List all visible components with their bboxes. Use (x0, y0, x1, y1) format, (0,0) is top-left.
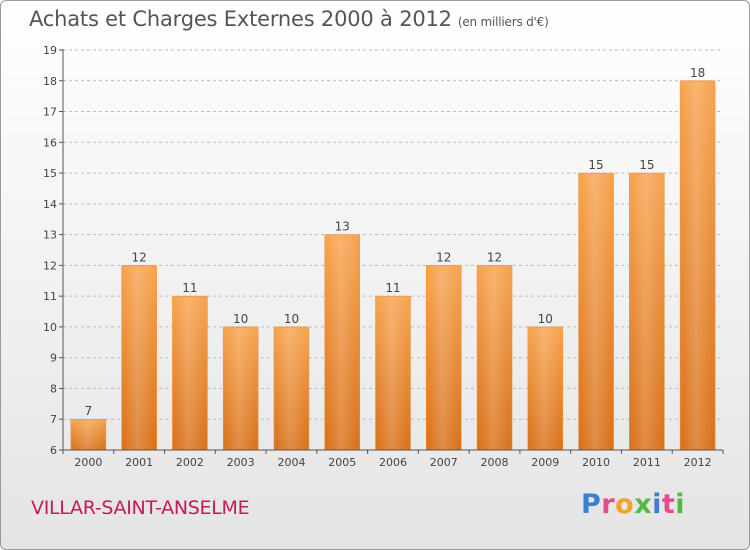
logo-letter: t (661, 489, 676, 520)
logo-letter: r (601, 489, 616, 520)
x-tick-label: 2005 (328, 456, 356, 469)
y-tick-label: 13 (43, 229, 57, 242)
logo-letter: o (615, 489, 635, 520)
x-tick-label: 2006 (379, 456, 407, 469)
logo-letter: x (634, 489, 653, 520)
bar-shine (73, 420, 103, 450)
x-tick-label: 2011 (633, 456, 661, 469)
logo-letter: i (652, 489, 662, 520)
bar-shine (683, 81, 713, 451)
y-tick-label: 14 (43, 198, 57, 211)
chart-title: Achats et Charges Externes 2000 à 2012 (e… (29, 7, 549, 31)
value-label: 7 (85, 404, 93, 418)
logo-letter: i (675, 489, 686, 520)
value-label: 12 (436, 250, 451, 264)
y-tick-label: 6 (50, 444, 57, 457)
bar-shine (480, 266, 510, 450)
x-tick-label: 2002 (176, 456, 204, 469)
chart-subtitle: (en milliers d'€) (457, 15, 549, 29)
value-label: 10 (538, 312, 553, 326)
value-label: 15 (588, 158, 603, 172)
y-tick-label: 17 (43, 106, 57, 119)
y-tick-label: 19 (43, 44, 57, 57)
bar-shine (581, 174, 611, 451)
y-tick-label: 12 (43, 259, 57, 272)
value-label: 10 (284, 312, 299, 326)
bar-shine (378, 297, 408, 450)
y-tick-label: 9 (50, 352, 57, 365)
value-label: 15 (639, 158, 654, 172)
x-tick-label: 2004 (277, 456, 305, 469)
x-tick-label: 2003 (227, 456, 255, 469)
bar-shine (530, 327, 560, 450)
y-tick-label: 7 (50, 413, 57, 426)
bars (70, 80, 716, 451)
y-tick-label: 8 (50, 382, 57, 395)
bar-shine (327, 235, 357, 450)
x-tick-label: 2001 (125, 456, 153, 469)
x-tick-label: 2010 (582, 456, 610, 469)
value-label: 18 (690, 66, 705, 80)
place-name: VILLAR-SAINT-ANSELME (31, 497, 250, 519)
value-label: 12 (132, 250, 147, 264)
value-label: 10 (233, 312, 248, 326)
bar-shine (124, 266, 154, 450)
value-label: 11 (385, 281, 400, 295)
x-tick-label: 2000 (74, 456, 102, 469)
y-axis: 6 7 8 9 10 11 12 13 14 15 16 17 18 19 (43, 44, 64, 457)
y-tick-label: 11 (43, 290, 57, 303)
y-tick-label: 15 (43, 167, 57, 180)
bar-shine (226, 327, 256, 450)
x-tick-label: 2008 (481, 456, 509, 469)
y-tick-label: 10 (43, 321, 57, 334)
bar-shine (429, 266, 459, 450)
bar-shine (632, 174, 662, 451)
value-labels: 7 12 11 10 10 13 11 12 12 10 15 15 18 (85, 66, 706, 418)
title-text: Achats et Charges Externes 2000 à 2012 (29, 7, 452, 31)
x-tick-label: 2012 (684, 456, 712, 469)
x-tick-label: 2009 (531, 456, 559, 469)
logo-letter: P (581, 489, 602, 520)
value-label: 13 (335, 220, 350, 234)
proxiti-logo[interactable]: Proxiti (581, 489, 685, 520)
y-tick-label: 18 (43, 75, 57, 88)
x-axis: 2000 2001 2002 2003 2004 2005 2006 2007 2008 2009… (62, 449, 724, 469)
value-label: 11 (182, 281, 197, 295)
bar-shine (276, 327, 306, 450)
y-tick-label: 16 (43, 136, 57, 149)
value-label: 12 (487, 250, 502, 264)
bar-shine (175, 297, 205, 450)
x-tick-label: 2007 (430, 456, 458, 469)
